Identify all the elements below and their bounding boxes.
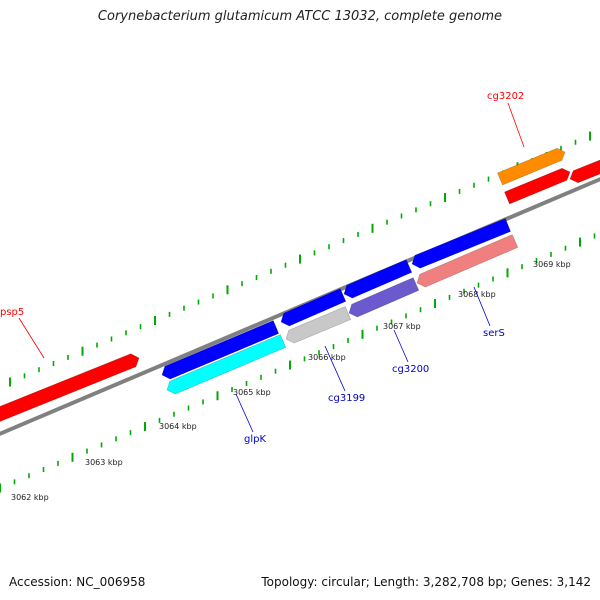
tick-label-3069: 3069 kbp — [533, 260, 571, 269]
gene-labels: psp5 glpK cg3199 cg3200 serS cg3202 — [0, 91, 525, 445]
tick-label-3067: 3067 kbp — [383, 322, 421, 331]
tick-label-3064: 3064 kbp — [159, 422, 197, 431]
tick-label-3066: 3066 kbp — [308, 353, 346, 362]
gene-blue-2 — [280, 288, 347, 327]
gene-psp5 — [0, 353, 140, 422]
gene-label-cg3200: cg3200 — [392, 364, 429, 375]
gene-label-psp5: psp5 — [0, 307, 24, 318]
gene-blue-1 — [161, 320, 280, 380]
gene-red-right-1 — [504, 167, 571, 205]
tick-label-3062: 3062 kbp — [11, 493, 49, 502]
ruler-lower — [0, 233, 596, 493]
gene-features — [0, 147, 600, 422]
summary-text: Topology: circular; Length: 3,282,708 bp… — [261, 575, 591, 589]
tick-label-3065: 3065 kbp — [233, 388, 271, 397]
gene-red-right-2 — [569, 159, 600, 184]
gene-cg3200 — [348, 277, 420, 318]
gene-blue-3 — [343, 259, 413, 299]
gene-label-glpK: glpK — [244, 434, 266, 445]
map-title: Corynebacterium glutamicum ATCC 13032, c… — [97, 9, 503, 24]
gene-label-cg3199: cg3199 — [328, 393, 365, 404]
gene-cg3202 — [497, 147, 566, 186]
leader-line-psp5 — [18, 317, 45, 359]
leader-line-cg3200 — [393, 329, 409, 363]
gene-label-serS: serS — [483, 328, 505, 339]
leader-line-glpK — [235, 393, 254, 433]
accession-text: Accession: NC_006958 — [9, 575, 146, 589]
leader-line-cg3199 — [324, 345, 346, 392]
ruler-upper — [9, 131, 591, 387]
gene-glpK — [166, 334, 287, 395]
leader-line-cg3202 — [507, 102, 525, 148]
gene-blue-4 — [411, 218, 511, 269]
gene-label-cg3202: cg3202 — [487, 91, 524, 102]
leader-line-serS — [473, 286, 491, 327]
gene-serS — [416, 234, 519, 288]
gene-cg3199 — [285, 306, 352, 344]
tick-label-3063: 3063 kbp — [85, 458, 123, 467]
